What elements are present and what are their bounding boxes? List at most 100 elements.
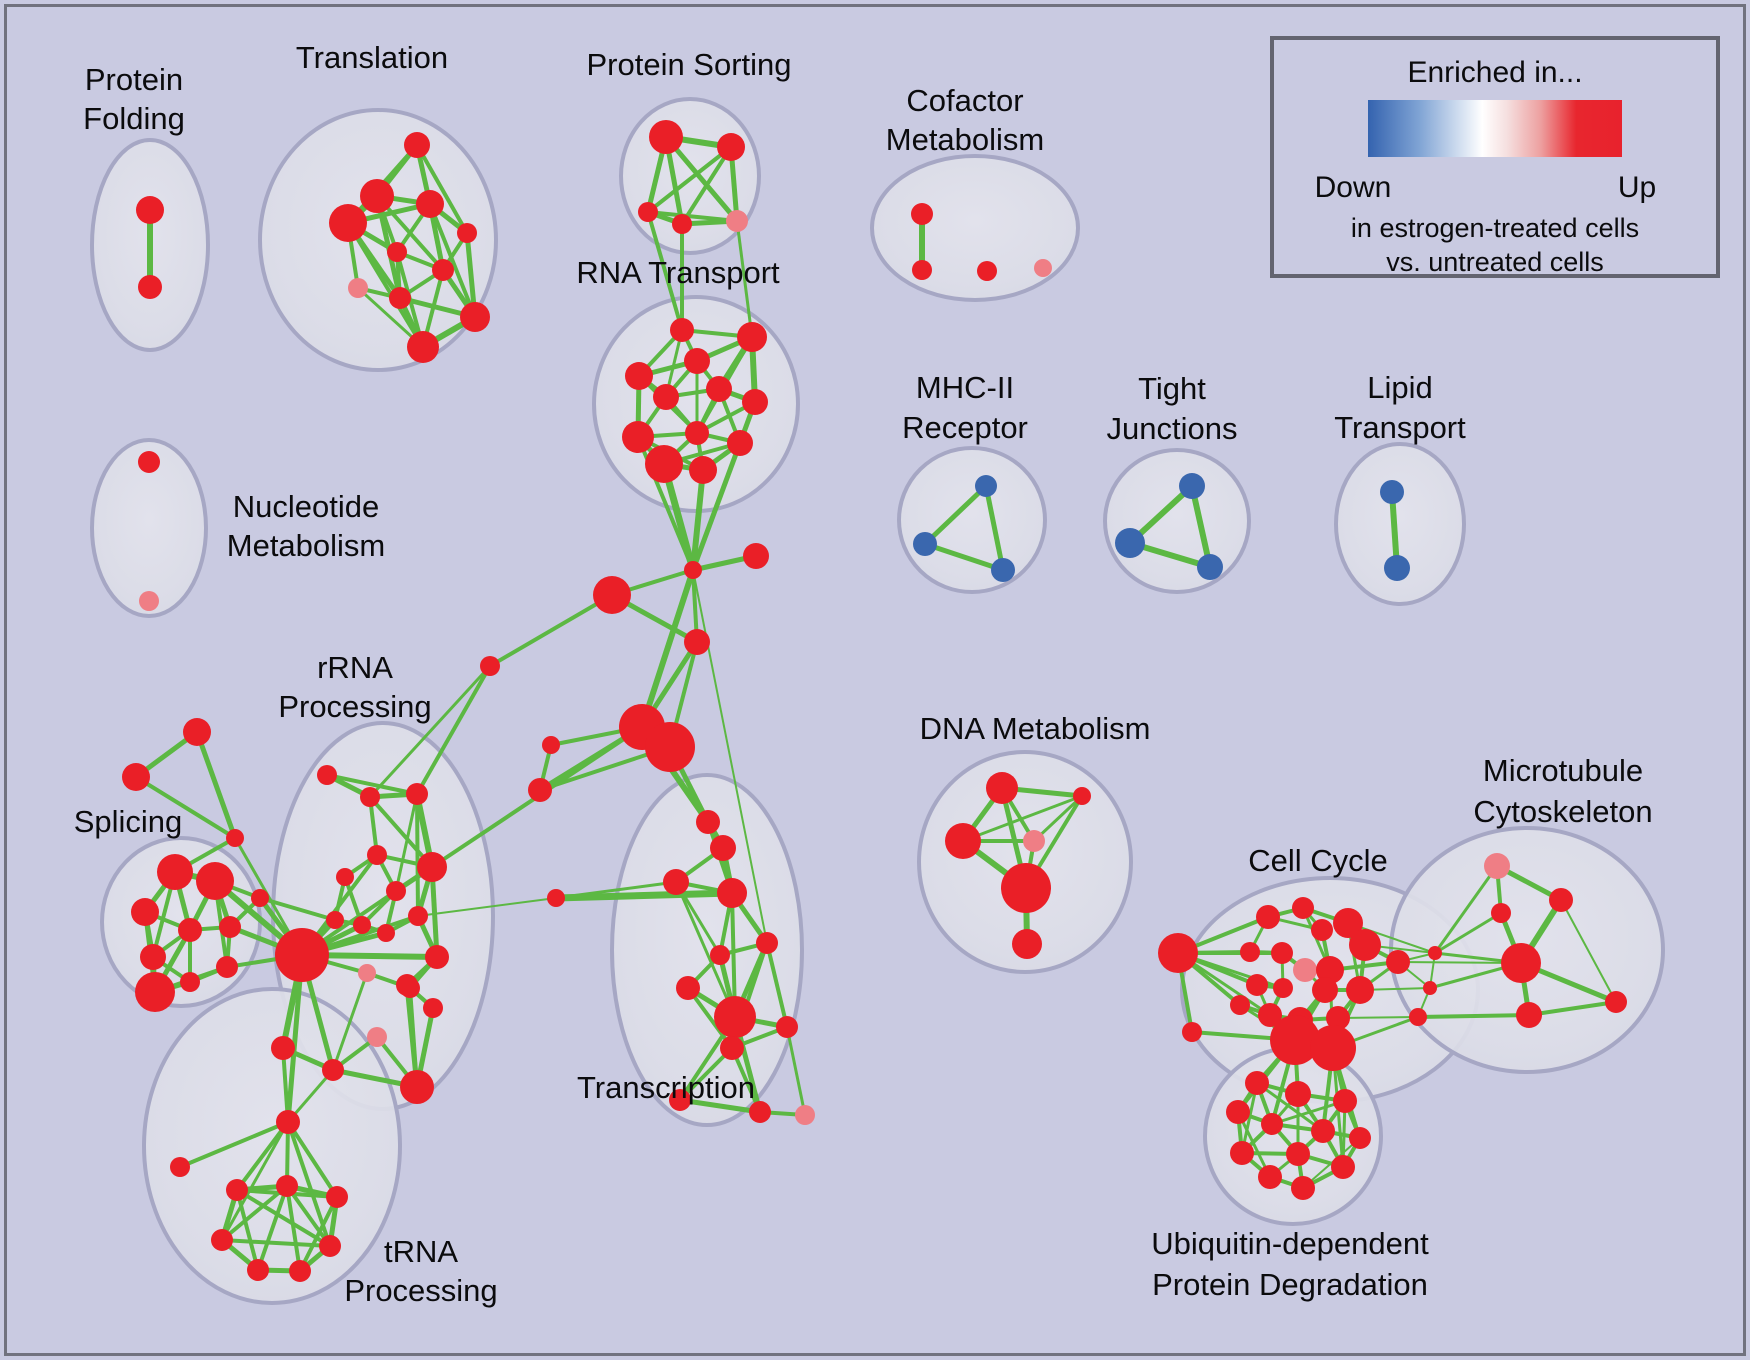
node-cell-cycle-21: [1182, 1022, 1202, 1042]
node-cell-cycle-14: [1346, 976, 1374, 1004]
node-cell-cycle-15: [1230, 995, 1250, 1015]
node-protein-folding-1: [138, 275, 162, 299]
edge-trna-processing: [285, 1185, 302, 1272]
cluster-label-mhc2-receptor: MHC-II: [916, 370, 1014, 405]
node-cell-cycle-4: [1311, 919, 1333, 941]
edge-bridge-protein-sorting-rna-transport: [735, 220, 754, 338]
node-protein-sorting-1: [717, 133, 745, 161]
node-mhc2-receptor-0: [975, 475, 997, 497]
node-splicing-4: [219, 916, 241, 938]
node-rna-transport-8: [685, 421, 709, 445]
node-transcription-4: [710, 945, 730, 965]
legend-subtitle-1: in estrogen-treated cells: [1351, 213, 1639, 243]
edge-transcription: [678, 1046, 734, 1102]
node-tight-junctions-1: [1115, 528, 1145, 558]
node-translation-7: [348, 278, 368, 298]
node-rrna-processing-16: [271, 1036, 295, 1060]
edge-trna-processing: [179, 1120, 289, 1169]
node-splicing-3: [178, 918, 202, 942]
edge-trna-processing: [256, 1185, 289, 1271]
node-rna-transport-1: [737, 322, 767, 352]
figure-border: [4, 4, 1746, 1356]
node-cell-cycle-5: [1349, 929, 1381, 961]
node-splicing-2: [131, 898, 159, 926]
edge-protein-sorting: [664, 135, 739, 223]
cluster-label-ubiquitin-degradation: Protein Degradation: [1152, 1267, 1428, 1302]
node-tight-junctions-0: [1179, 473, 1205, 499]
node-rna-transport-7: [622, 421, 654, 453]
edge-transcription: [765, 942, 789, 1028]
node-trna-processing-0: [276, 1110, 300, 1134]
node-cell-cycle-8: [1293, 958, 1317, 982]
node-nucleotide-metabolism-0: [138, 451, 160, 473]
edge-tight-junctions: [1189, 485, 1213, 568]
edge-protein-sorting: [646, 145, 733, 214]
node-rrna-processing-5: [336, 868, 354, 886]
cluster-label-mhc2-receptor: Receptor: [902, 410, 1028, 445]
node-cofactor-metabolism-3: [1034, 259, 1052, 277]
edge-central: [488, 593, 614, 668]
node-rrna-processing-12: [425, 945, 449, 969]
node-ubiquitin-degradation-9: [1331, 1155, 1355, 1179]
node-mhc2-receptor-1: [913, 532, 937, 556]
node-rna-transport-2: [684, 348, 710, 374]
node-trna-processing-3: [276, 1175, 298, 1197]
label-layer: Protein Folding Translation Protein Sorting…: [74, 40, 1653, 1308]
cluster-label-protein-folding: Folding: [83, 101, 185, 136]
node-protein-sorting-2: [638, 202, 658, 222]
edge-dna-metabolism: [962, 794, 1083, 843]
cluster-label-microtubule-cytoskeleton: Cytoskeleton: [1473, 794, 1652, 829]
node-splicing-5: [140, 944, 166, 970]
edge-rrna-processing: [415, 793, 420, 917]
node-splicing-7: [180, 972, 200, 992]
node-tight-junctions-2: [1197, 554, 1223, 580]
cluster-label-protein-folding: Protein: [85, 62, 183, 97]
node-rrna-processing-9: [377, 924, 395, 942]
edge-transcription: [679, 1097, 761, 1115]
cluster-label-ubiquitin-degradation: Ubiquitin-dependent: [1151, 1226, 1429, 1261]
cluster-label-microtubule-cytoskeleton: Microtubule: [1483, 753, 1643, 788]
node-transcription-15: [547, 889, 565, 907]
node-rrna-processing-13: [358, 964, 376, 982]
node-ubiquitin-degradation-7: [1230, 1141, 1254, 1165]
edge-rrna-processing: [326, 773, 418, 796]
edge-transcription: [686, 986, 734, 1050]
legend-down-label: Down: [1315, 171, 1392, 204]
node-lipid-transport-0: [1380, 480, 1404, 504]
node-dna-metabolism-4: [1001, 863, 1051, 913]
node-rna-transport-9: [727, 430, 753, 456]
edge-bridge-rrna-processing-splicing: [259, 896, 336, 922]
node-transcription-2: [663, 869, 689, 895]
node-splicing-gateway-2: [226, 829, 244, 847]
node-protein-folding-0: [136, 196, 164, 224]
edge-microtubule-cytoskeleton: [1528, 1000, 1617, 1017]
node-microtubule-cytoskeleton-1: [1549, 888, 1573, 912]
node-rrna-processing-17: [322, 1059, 344, 1081]
node-cell-cycle-3: [1333, 908, 1363, 938]
cluster-label-tight-junctions: Junctions: [1107, 411, 1238, 446]
node-translation-1: [360, 179, 394, 213]
node-dna-metabolism-2: [945, 823, 981, 859]
node-layer: [122, 120, 1627, 1282]
node-trna-processing-2: [226, 1179, 248, 1201]
edge-bridge-rrna-processing-trna-processing: [285, 954, 305, 1123]
node-translation-5: [387, 242, 407, 262]
node-central-6: [480, 656, 500, 676]
cluster-ellipse-cofactor-metabolism: [870, 154, 1080, 302]
node-cell-cycle-0: [1158, 933, 1198, 973]
edge-transcription: [555, 889, 733, 902]
node-cofactor-metabolism-2: [977, 261, 997, 281]
node-central-1: [743, 543, 769, 569]
node-protein-sorting-3: [672, 214, 692, 234]
node-rrna-processing-10: [408, 906, 428, 926]
edge-trna-processing: [221, 1238, 331, 1248]
edge-trna-processing: [220, 1121, 290, 1241]
node-cofactor-metabolism-1: [912, 260, 932, 280]
cluster-label-lipid-transport: Transport: [1334, 410, 1466, 445]
node-transcription-14: [528, 778, 552, 802]
edge-microtubule-cytoskeleton: [1560, 899, 1617, 1003]
edge-trna-processing: [286, 1120, 339, 1199]
node-trna-processing-6: [319, 1235, 341, 1257]
cluster-label-cell-cycle: Cell Cycle: [1248, 843, 1388, 878]
